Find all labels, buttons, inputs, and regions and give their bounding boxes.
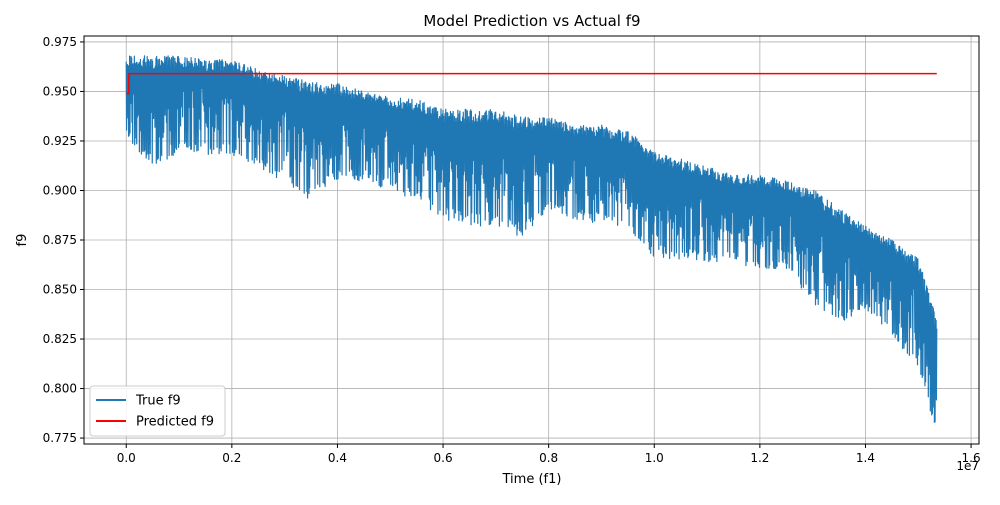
- y-tick-label: 0.825: [43, 332, 77, 346]
- x-axis-offset-label: 1e7: [956, 459, 979, 473]
- legend: True f9 Predicted f9: [89, 385, 226, 437]
- data-layer: [125, 55, 938, 423]
- y-tick-label: 0.775: [43, 431, 77, 445]
- legend-label-predicted: Predicted f9: [136, 415, 214, 430]
- x-tick-label: 0.6: [434, 451, 453, 465]
- y-tick-label: 0.975: [43, 35, 77, 49]
- y-tick-label: 0.850: [43, 283, 77, 297]
- x-tick-label: 1.2: [750, 451, 769, 465]
- ticks: 0.0 0.2 0.4 0.6 0.8 1.0 1.2 1.4 1.6 0.775 0.800 0.8…: [43, 35, 981, 465]
- x-tick-label: 1.0: [645, 451, 664, 465]
- x-axis-label: Time (f1): [502, 472, 562, 487]
- x-tick-label: 0.0: [117, 451, 136, 465]
- x-tick-label: 0.2: [222, 451, 241, 465]
- x-tick-label: 1.6: [962, 451, 981, 465]
- y-tick-label: 0.800: [43, 382, 77, 396]
- x-tick-label: 0.4: [328, 451, 347, 465]
- x-tick-label: 1.4: [856, 451, 875, 465]
- y-tick-label: 0.925: [43, 134, 77, 148]
- y-tick-label: 0.900: [43, 183, 77, 197]
- y-tick-label: 0.875: [43, 233, 77, 247]
- legend-box: [89, 385, 226, 437]
- legend-label-true: True f9: [135, 394, 181, 409]
- y-tick-label: 0.950: [43, 84, 77, 98]
- chart-title: Model Prediction vs Actual f9: [423, 12, 640, 30]
- y-axis-label: f9: [15, 234, 30, 247]
- series-predicted-f9-line: [126, 72, 937, 95]
- x-tick-label: 0.8: [539, 451, 558, 465]
